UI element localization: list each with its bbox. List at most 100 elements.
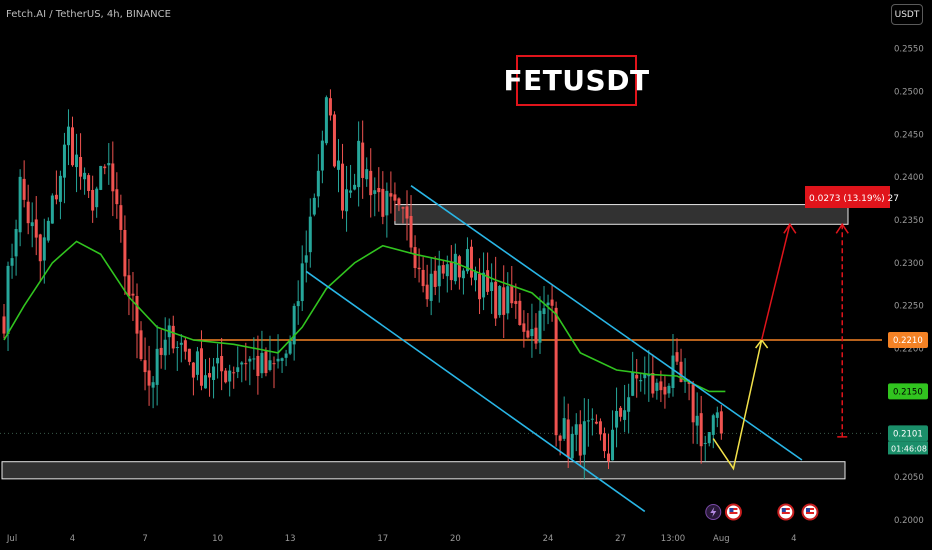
candle-body — [99, 165, 103, 190]
candle-body — [502, 287, 506, 315]
candle-body — [50, 195, 54, 224]
price-tag-label: 0.2101 — [893, 429, 923, 439]
symbol-annotation-label: FETUSDT — [503, 55, 649, 106]
y-tick-label: 0.2550 — [894, 45, 924, 55]
x-tick-label: 24 — [543, 534, 554, 544]
candle-body — [445, 264, 449, 277]
candle-body — [256, 355, 260, 377]
candle-body — [328, 98, 332, 116]
candle-body — [276, 358, 280, 362]
candle-body — [42, 237, 46, 261]
candle-body — [671, 355, 675, 388]
candle-body — [111, 163, 115, 192]
candle-body — [639, 380, 643, 382]
price-tag-ma — [888, 383, 928, 400]
x-tick-label: Jul — [6, 534, 17, 544]
candle-body — [264, 351, 268, 374]
channel-upper-line — [410, 185, 803, 461]
candle-body — [83, 172, 87, 180]
y-tick-label: 0.2200 — [894, 345, 924, 355]
candle-body — [566, 419, 570, 458]
x-tick-label: Aug — [713, 534, 730, 544]
candle-body — [228, 370, 232, 382]
symbol-title: Fetch.AI / TetherUS, 4h, BINANCE — [6, 9, 171, 20]
candle-body — [18, 176, 22, 233]
countdown-tag — [888, 441, 928, 455]
candle-body — [441, 265, 445, 274]
candle-body — [10, 258, 14, 266]
candle-body — [498, 285, 502, 316]
candle-body — [655, 382, 659, 391]
candle-body — [361, 142, 365, 178]
candle-body — [482, 272, 486, 298]
candle-body — [115, 189, 119, 205]
candle-body — [506, 286, 510, 314]
candle-body — [191, 362, 195, 378]
candle-body — [663, 386, 667, 395]
candle-body — [457, 256, 461, 278]
candle-body — [54, 194, 58, 200]
candle-body — [268, 360, 272, 370]
target-arrow-line — [760, 224, 791, 341]
candle-body — [365, 169, 369, 180]
candle-body — [675, 352, 679, 362]
candle-body — [30, 222, 34, 227]
candle-body — [514, 301, 518, 304]
candle-body — [199, 348, 203, 386]
candle-body — [607, 453, 610, 462]
us-flag-icon — [777, 503, 795, 521]
candle-body — [272, 363, 276, 365]
candle-body — [550, 299, 554, 306]
candle-body — [208, 373, 212, 378]
candle-body — [699, 413, 703, 447]
x-tick-label: 10 — [212, 534, 223, 544]
candle-body — [26, 201, 30, 224]
candle-body — [300, 263, 304, 302]
candle-body — [288, 341, 292, 354]
candle-body — [530, 328, 534, 337]
candle-body — [397, 198, 401, 206]
x-tick-label: 17 — [377, 534, 388, 544]
candle-body — [703, 442, 707, 444]
candle-body — [602, 433, 606, 452]
measure-label-box — [805, 186, 890, 208]
currency-button[interactable]: USDT — [891, 4, 923, 25]
candle-body — [413, 247, 417, 269]
candle-body — [679, 361, 683, 383]
candle-body — [151, 382, 155, 388]
candle-body — [341, 163, 345, 211]
candle-body — [216, 357, 220, 364]
candle-body — [135, 295, 139, 334]
candle-body — [586, 420, 590, 422]
projection-path — [712, 339, 763, 471]
candle-body — [38, 234, 42, 262]
candle-body — [461, 270, 465, 279]
candle-body — [619, 407, 623, 417]
candle-body — [643, 373, 647, 379]
candle-body — [224, 370, 228, 383]
y-tick-label: 0.2000 — [894, 516, 924, 526]
y-tick-label: 0.2350 — [894, 216, 924, 226]
candle-body — [623, 410, 627, 420]
countdown-label: 01:46:08 — [891, 444, 927, 453]
candle-body — [147, 370, 151, 386]
candle-body — [715, 412, 719, 418]
candle-body — [526, 330, 530, 338]
y-tick-label: 0.2400 — [894, 173, 924, 183]
candle-body — [2, 316, 6, 334]
candle-body — [336, 160, 340, 170]
candle-body — [195, 351, 199, 375]
candle-body — [542, 308, 546, 315]
lightning-icon — [705, 504, 722, 520]
candle-body — [163, 339, 167, 356]
candle-body — [87, 175, 91, 191]
candle-body — [123, 229, 127, 277]
candle-body — [518, 300, 522, 326]
candle-body — [570, 433, 574, 459]
candle-body — [155, 348, 159, 385]
candle-body — [71, 127, 75, 166]
x-tick-label: 4 — [791, 534, 796, 544]
candle-body — [159, 347, 163, 355]
candle-body — [143, 360, 147, 373]
